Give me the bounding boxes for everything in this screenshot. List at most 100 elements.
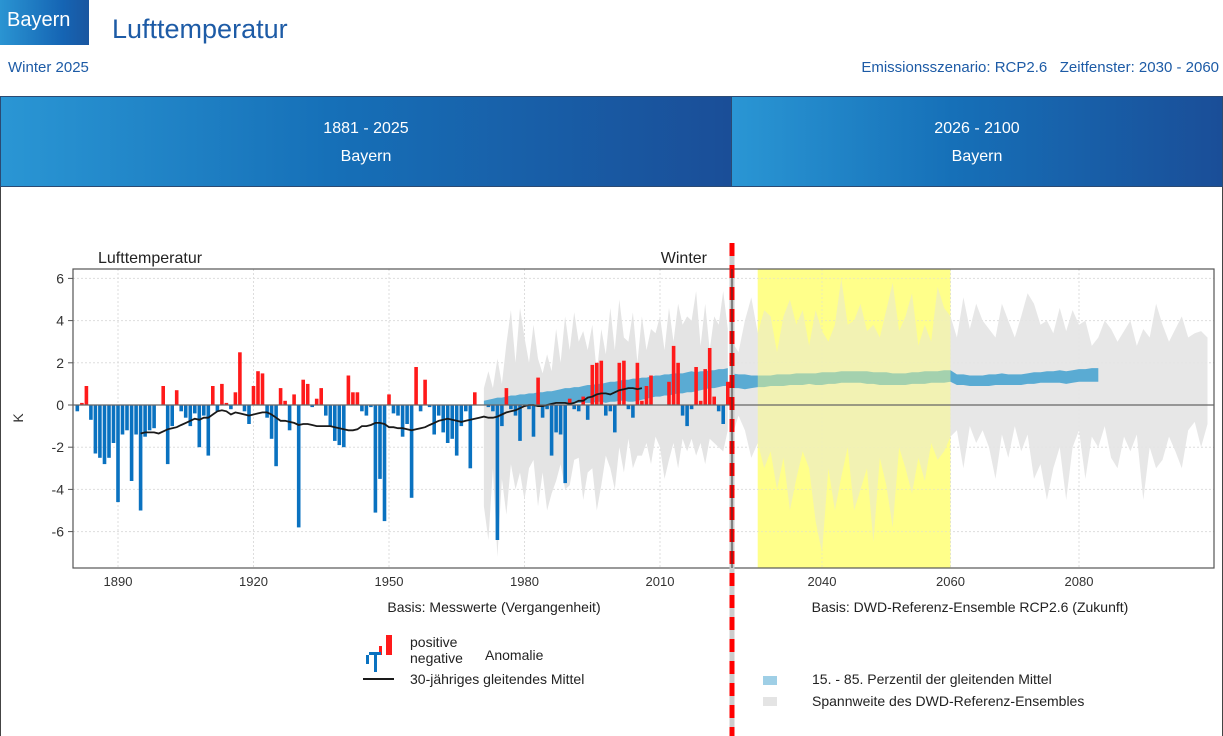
time-window-overlay xyxy=(757,269,951,568)
anomaly-bar xyxy=(405,405,409,424)
plot-border xyxy=(72,268,1215,569)
anomaly-bar xyxy=(716,405,721,412)
anomaly-bar xyxy=(265,405,269,418)
y-axis-label: K xyxy=(10,413,26,423)
x-tick-label: 2010 xyxy=(646,574,675,589)
anomaly-bar xyxy=(554,405,558,433)
anomaly-bar xyxy=(143,405,147,437)
anomaly-bar xyxy=(251,386,256,405)
anomaly-bar xyxy=(518,405,522,441)
anomaly-bar xyxy=(640,400,644,405)
anomaly-bar xyxy=(626,405,631,410)
anomaly-bar xyxy=(369,405,373,408)
anomaly-bar xyxy=(296,405,301,528)
y-tick-label: -6 xyxy=(52,524,65,540)
panel-period-past: 1881 - 2025 xyxy=(323,120,409,137)
anomaly-bar xyxy=(680,405,685,416)
anomaly-bar xyxy=(333,405,337,441)
anomaly-bar xyxy=(590,364,595,405)
anomaly-bar xyxy=(721,405,725,424)
anomaly-bar xyxy=(504,388,509,405)
anomaly-bar xyxy=(595,362,599,405)
anomaly-bar xyxy=(116,405,120,503)
anomaly-bar xyxy=(604,405,608,416)
anomaly-bar xyxy=(355,392,360,405)
legend-negative-icon xyxy=(374,655,377,672)
anomaly-bar xyxy=(707,348,712,405)
anomaly-bar xyxy=(667,381,671,405)
anomaly-bar xyxy=(726,381,730,405)
legend-positive-icon xyxy=(379,646,382,655)
anomaly-bar xyxy=(536,377,540,405)
scenario-label: Emissionsszenario: RCP2.6 Zeitfenster: 2… xyxy=(861,59,1219,76)
legend-positive-label: positive xyxy=(410,634,458,650)
anomaly-bar xyxy=(274,405,278,467)
anomaly-bar xyxy=(676,362,680,405)
legend-range-swatch xyxy=(763,697,777,706)
anomaly-bar xyxy=(202,405,206,416)
anomaly-bar xyxy=(364,405,369,416)
anomaly-bar xyxy=(387,394,391,405)
x-axis-label-past: Basis: Messwerte (Vergangenheit) xyxy=(387,599,600,615)
page-title: Lufttemperatur xyxy=(112,14,288,44)
legend-range-label: Spannweite des DWD-Referenz-Ensembles xyxy=(812,693,1084,709)
anomaly-bar xyxy=(206,405,211,456)
anomaly-bar xyxy=(269,405,274,439)
anomaly-bar xyxy=(373,405,378,513)
anomaly-bar xyxy=(147,405,152,431)
anomaly-bar xyxy=(75,405,80,412)
y-tick-label: -2 xyxy=(52,439,65,455)
anomaly-bar xyxy=(572,405,576,410)
anomaly-bar xyxy=(233,392,238,405)
legend-anomaly-label: Anomalie xyxy=(485,647,544,663)
anomaly-bar xyxy=(89,405,93,420)
anomaly-bar xyxy=(585,405,590,420)
anomaly-bar xyxy=(174,390,179,405)
anomaly-bar xyxy=(310,405,314,408)
anomaly-bar xyxy=(563,405,567,484)
x-tick-label: 2040 xyxy=(808,574,837,589)
anomaly-bar xyxy=(464,405,468,412)
anomaly-bar xyxy=(649,375,653,405)
anomaly-bar xyxy=(500,405,504,427)
x-tick-label: 2060 xyxy=(936,574,965,589)
anomaly-bar xyxy=(631,405,635,418)
anomaly-bar xyxy=(540,405,545,418)
anomaly-bar xyxy=(165,405,170,465)
ensemble-range-past xyxy=(483,291,728,557)
chart-title: Lufttemperatur xyxy=(98,250,203,267)
legend-percentile-swatch xyxy=(763,676,777,685)
anomaly-bar xyxy=(441,405,445,433)
anomaly-bar xyxy=(337,405,342,446)
anomaly-bar xyxy=(229,405,233,410)
panel-region-future: Bayern xyxy=(951,148,1003,165)
anomaly-bar xyxy=(635,362,640,405)
anomaly-bar xyxy=(427,405,432,408)
anomaly-bar xyxy=(138,405,143,511)
anomaly-bar xyxy=(689,405,694,410)
x-tick-label: 1980 xyxy=(510,574,539,589)
anomaly-bar xyxy=(161,386,165,405)
anomaly-bar xyxy=(459,405,464,427)
percentile-band-future xyxy=(732,368,1099,390)
anomaly-bar xyxy=(301,379,305,405)
ensemble-range-future xyxy=(732,278,1208,553)
anomaly-bar xyxy=(283,400,287,405)
anomaly-bar xyxy=(324,405,328,416)
anomaly-bar xyxy=(170,405,174,427)
anomaly-bar xyxy=(152,405,156,429)
anomaly-bar xyxy=(613,405,617,433)
anomaly-bar xyxy=(527,405,531,410)
anomaly-bar xyxy=(220,383,224,405)
anomaly-bar xyxy=(107,405,111,458)
anomaly-bar xyxy=(531,405,536,437)
x-tick-label: 2080 xyxy=(1065,574,1094,589)
anomaly-bar xyxy=(491,405,495,412)
anomaly-bar xyxy=(80,402,84,405)
anomaly-bar xyxy=(247,405,251,424)
anomaly-bar xyxy=(242,405,247,412)
anomaly-bar xyxy=(215,405,220,412)
anomaly-bar xyxy=(129,405,134,481)
anomaly-bar xyxy=(351,392,355,405)
anomaly-bar xyxy=(134,405,138,435)
